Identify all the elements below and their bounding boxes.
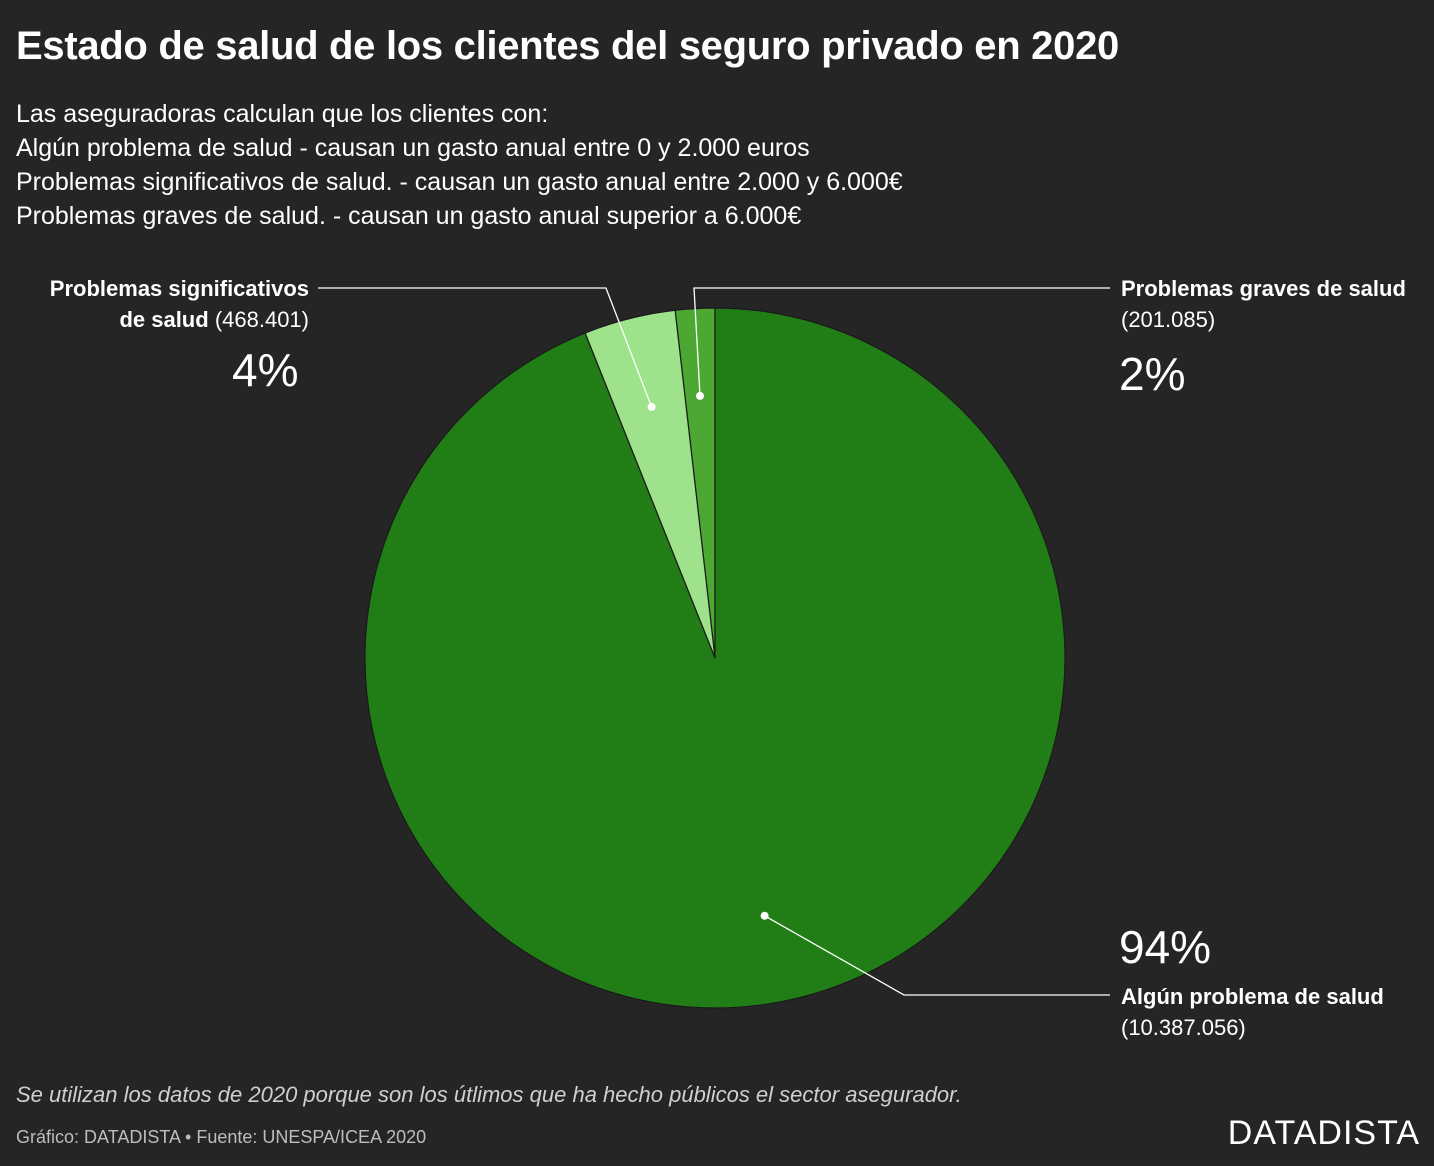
algun-leader-dot — [760, 911, 769, 920]
significativos-leader-line — [318, 287, 653, 408]
footnote: Se utilizan los datos de 2020 porque son… — [16, 1082, 962, 1107]
percent-significativos: 4% — [232, 344, 299, 396]
pie-slice-0 — [364, 307, 1066, 1009]
chart-title: Estado de salud de los clientes del segu… — [16, 24, 1119, 68]
subtitle-line: Problemas graves de salud. - causan un g… — [16, 202, 802, 230]
graves-leader-line — [693, 287, 1110, 396]
source-credit: Gráfico: DATADISTA • Fuente: UNESPA/ICEA… — [16, 1127, 427, 1147]
label-algun-value: (10.387.056) — [1121, 1015, 1246, 1040]
label-significativos: Problemas significativos de salud (468.4… — [50, 273, 309, 335]
label-graves-value: (201.085) — [1121, 307, 1216, 332]
percent-algun: 94% — [1119, 921, 1212, 973]
label-significativos-name-1: Problemas significativos — [49, 276, 309, 301]
subtitle-line: Las aseguradoras calculan que los client… — [16, 100, 549, 128]
label-graves: Problemas graves de salud (201.085) — [1121, 273, 1406, 335]
subtitle-line: Problemas significativos de salud. - cau… — [16, 168, 903, 196]
algun-leader-line — [764, 915, 1110, 996]
significativos-leader-dot — [647, 402, 656, 411]
subtitle-line: Algún problema de salud - causan un gast… — [16, 134, 810, 162]
chart-subtitle: Las aseguradoras calculan que los client… — [16, 97, 1316, 233]
label-graves-name: Problemas graves de salud — [1121, 276, 1406, 301]
label-significativos-name-2: de salud — [119, 307, 209, 332]
label-algun-name: Algún problema de salud — [1121, 984, 1384, 1009]
label-algun: Algún problema de salud (10.387.056) — [1121, 981, 1384, 1043]
percent-graves: 2% — [1119, 348, 1186, 400]
brand-logo: DATADISTA — [1227, 1114, 1420, 1152]
graves-leader-dot — [696, 391, 705, 400]
label-significativos-value: (468.401) — [214, 307, 309, 332]
